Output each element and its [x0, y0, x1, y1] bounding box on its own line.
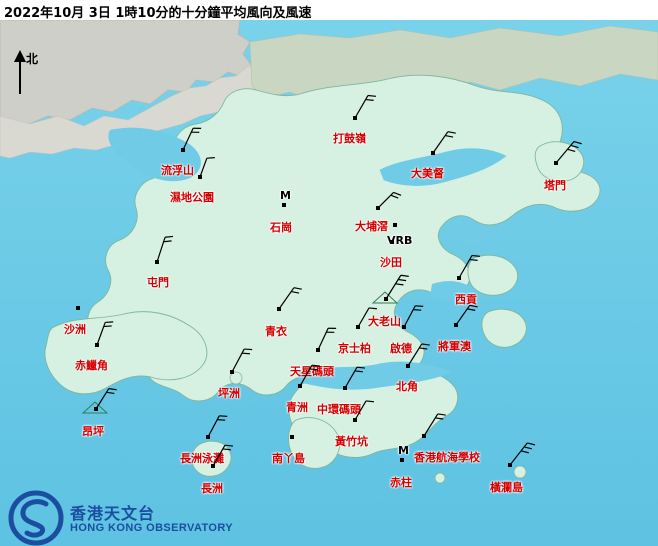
wind-barb-icon	[423, 413, 446, 437]
station-label: 流浮山	[161, 164, 194, 177]
wind-barb-icon	[357, 307, 378, 328]
station-marker-box	[81, 401, 109, 414]
station-label: 打鼓嶺	[333, 132, 366, 145]
station-marker-box	[371, 291, 399, 304]
station-label: 黃竹坑	[335, 435, 368, 448]
wind-barb-icon	[199, 157, 215, 178]
north-arrow: 北	[8, 50, 42, 96]
map-basemap	[0, 20, 658, 546]
north-arrow-icon	[14, 50, 26, 94]
station-label: 濕地公園	[170, 191, 214, 204]
wind-barb-icon	[207, 415, 228, 438]
wind-barb-icon	[182, 127, 202, 151]
wind-barb-icon	[95, 388, 117, 410]
station-label: 西貢	[455, 293, 477, 306]
wind-barb-icon	[458, 254, 481, 279]
station-dot	[390, 240, 394, 244]
wind-barb-icon	[354, 94, 377, 119]
wind-barb-icon	[432, 131, 456, 154]
hko-name-chinese: 香港天文台	[70, 504, 156, 523]
station-dot	[282, 203, 286, 207]
station-label: 塔門	[544, 179, 566, 192]
station-label: 青衣	[265, 325, 287, 338]
station-missing-flag: M	[398, 444, 409, 457]
station-label: 大埔滘	[355, 220, 388, 233]
station-dot	[76, 306, 80, 310]
wind-barb-icon	[509, 442, 536, 466]
station-dot	[400, 458, 404, 462]
wind-barb-icon	[156, 235, 174, 263]
station-dot	[393, 223, 397, 227]
wind-barb-icon	[96, 321, 114, 346]
station-label: 沙洲	[64, 323, 86, 336]
station-label: 京士柏	[338, 342, 371, 355]
wind-barb-icon	[407, 343, 430, 367]
wind-barb-icon	[278, 287, 302, 310]
station-label: 昂坪	[82, 425, 104, 438]
station-label: 大美督	[411, 167, 444, 180]
station-dot	[290, 435, 294, 439]
wind-barb-icon	[455, 304, 478, 326]
hko-name-english: HONG KONG OBSERVATORY	[70, 522, 234, 534]
wind-barb-icon	[299, 364, 321, 387]
station-label: 赤柱	[390, 476, 412, 489]
station-label: 青洲	[286, 401, 308, 414]
station-label: 屯門	[147, 276, 169, 289]
wind-barb-icon	[385, 274, 409, 300]
station-label: 石崗	[270, 221, 292, 234]
wind-barb-icon	[212, 444, 234, 467]
station-label: 坪洲	[218, 387, 240, 400]
wind-barb-icon	[555, 140, 582, 164]
wind-barb-icon	[403, 305, 424, 328]
station-label: 長洲	[201, 482, 223, 495]
station-label: 中環碼頭	[317, 403, 361, 416]
wind-barb-icon	[317, 327, 337, 351]
station-label: 香港航海學校	[414, 451, 480, 464]
wind-barb-icon	[354, 400, 375, 421]
station-label: 啟德	[390, 342, 412, 355]
wind-barb-icon	[377, 191, 402, 209]
station-label: 南丫島	[272, 452, 305, 465]
station-missing-flag: M	[280, 189, 291, 202]
station-label: 大老山	[368, 315, 401, 328]
station-label: 長洲泳灘	[180, 452, 224, 465]
page-title: 2022年10月 3日 1時10分的十分鐘平均風向及風速	[4, 6, 312, 21]
station-label: 橫瀾島	[490, 481, 523, 494]
station-label: 將軍澳	[438, 340, 471, 353]
station-label: 沙田	[380, 256, 402, 269]
north-label: 北	[26, 52, 39, 66]
hong-kong-wind-map[interactable]: 北 打鼓嶺 流浮山 濕地公園 大美督 塔門 M 石崗 大埔滘 VRB 沙田 屯門 西貢 大老山 沙洲 青衣赤…	[0, 20, 658, 546]
station-label: 赤鱲角	[75, 359, 108, 372]
hko-logo-icon	[8, 490, 64, 546]
wind-barb-icon	[344, 366, 366, 389]
hko-logo: 香港天文台 HONG KONG OBSERVATORY	[8, 490, 258, 546]
station-label: 北角	[396, 380, 418, 393]
station-label: 天星碼頭	[290, 365, 334, 378]
wind-barb-icon	[231, 348, 253, 373]
